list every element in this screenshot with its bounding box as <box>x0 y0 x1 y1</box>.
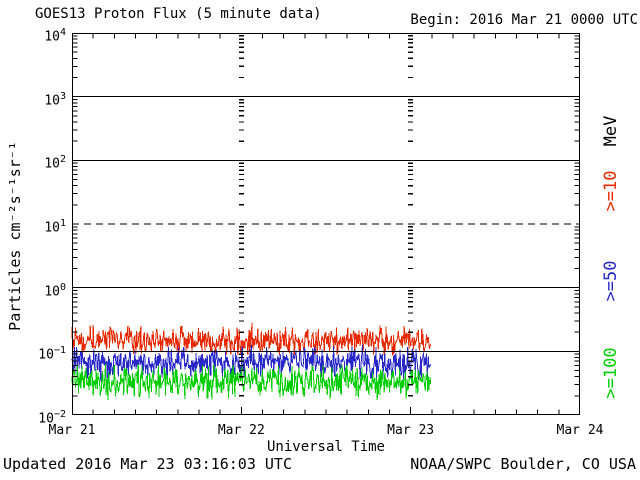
plot-area <box>71 33 580 415</box>
flux-trace-gege50 <box>71 344 432 382</box>
page-title: GOES13 Proton Flux (5 minute data) <box>35 6 322 22</box>
legend-item-ge50: >=50 <box>601 260 621 302</box>
legend-item-ge10: >=10 <box>601 170 621 212</box>
flux-trace-gege10 <box>71 322 432 356</box>
begin-timestamp-label: Begin: 2016 Mar 21 0000 UTC <box>410 12 638 28</box>
plot-frame <box>72 33 580 415</box>
source-attribution-label: NOAA/SWPC Boulder, CO USA <box>410 455 636 473</box>
legend-unit-label: MeV <box>601 115 621 147</box>
y-tick-label-1e0: 100 <box>44 281 66 299</box>
y-tick-label-1e1: 101 <box>44 218 66 236</box>
x-tick-label-mar-23: Mar 23 <box>387 423 435 438</box>
flux-trace-gege100 <box>71 363 432 401</box>
y-tick-label-1e3: 103 <box>44 90 66 108</box>
x-tick-label-mar-22: Mar 22 <box>217 423 265 438</box>
x-tick-label-mar-24: Mar 24 <box>556 423 604 438</box>
x-tick-label-mar-21: Mar 21 <box>48 423 96 438</box>
updated-timestamp-label: Updated 2016 Mar 23 03:16:03 UTC <box>3 455 292 473</box>
y-tick-label-1e4: 104 <box>44 27 66 45</box>
y-tick-label-1e-1: 10−1 <box>38 345 66 363</box>
x-axis-title: Universal Time <box>266 439 385 455</box>
y-tick-label-1e2: 102 <box>44 154 66 172</box>
legend-item-ge100: >=100 <box>601 347 621 399</box>
y-tick-label-1e-2: 10−2 <box>38 409 66 427</box>
